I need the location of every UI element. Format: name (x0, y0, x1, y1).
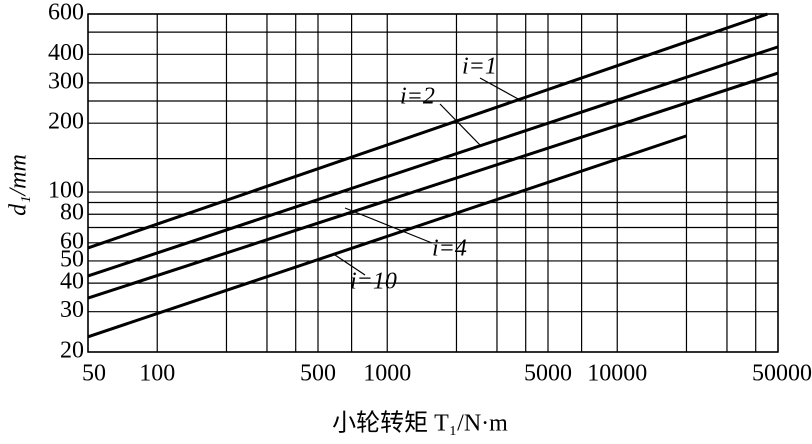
y-tick-label: 20 (60, 338, 84, 364)
series-line (87, 71, 779, 300)
series-label: i=4 (432, 236, 467, 262)
series-label: i=10 (350, 269, 397, 295)
x-tick-label: 50000 (752, 361, 812, 387)
y-tick-label: 30 (60, 297, 84, 323)
y-tick-label: 50 (60, 246, 84, 272)
y-tick-label: 300 (48, 68, 84, 94)
y-tick-label: 100 (48, 178, 84, 204)
x-axis-label: 小轮转矩 T₁/N·m (332, 410, 508, 437)
leader-line (479, 77, 521, 101)
series-line (87, 134, 687, 339)
y-axis-label: d₁/mm (6, 154, 32, 216)
leader-line (344, 207, 433, 244)
y-tick-label: 60 (60, 228, 84, 254)
series-label: i=1 (462, 54, 497, 80)
x-tick-label: 5000 (524, 361, 572, 387)
y-tick-label: 80 (60, 200, 84, 226)
x-tick-label: 50 (82, 361, 106, 387)
plot-frame (87, 13, 779, 353)
series-line (87, 12, 768, 250)
y-tick-label: 400 (48, 40, 84, 66)
x-tick-label: 500 (300, 361, 336, 387)
series-label: i=2 (400, 84, 435, 110)
leader-line (334, 254, 366, 276)
series-line (87, 45, 779, 278)
x-tick-label: 10000 (587, 361, 647, 387)
y-tick-label: 200 (48, 109, 84, 135)
x-tick-label: 100 (139, 361, 175, 387)
y-tick-label: 600 (48, 0, 84, 26)
y-tick-label: 40 (60, 269, 84, 295)
leader-line (439, 103, 481, 146)
x-tick-label: 1000 (363, 361, 411, 387)
